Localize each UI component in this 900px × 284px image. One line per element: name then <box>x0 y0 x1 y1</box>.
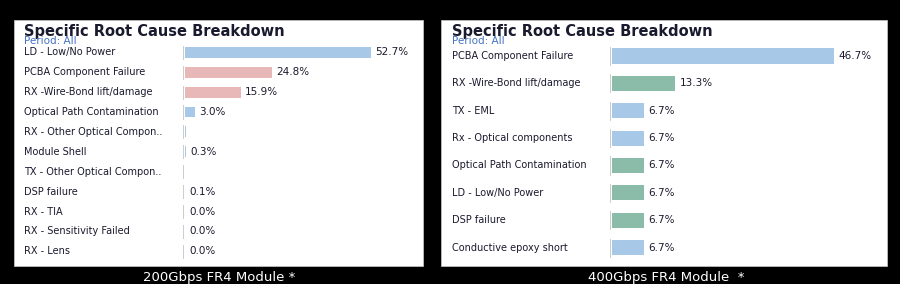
Text: 6.7%: 6.7% <box>648 160 675 170</box>
Text: 13.3%: 13.3% <box>680 78 713 88</box>
Text: 15.9%: 15.9% <box>245 87 278 97</box>
Text: 200Gbps FR4 Module *: 200Gbps FR4 Module * <box>142 271 295 284</box>
Text: Specific Root Cause Breakdown: Specific Root Cause Breakdown <box>452 24 713 39</box>
Text: 0.0%: 0.0% <box>189 226 215 236</box>
Text: Optical Path Contamination: Optical Path Contamination <box>452 160 587 170</box>
Text: RX -Wire-Bond lift/damage: RX -Wire-Bond lift/damage <box>452 78 580 88</box>
Text: RX - Lens: RX - Lens <box>24 246 70 256</box>
Text: 0.0%: 0.0% <box>189 246 215 256</box>
Text: 0.1%: 0.1% <box>189 187 216 197</box>
Text: Conductive epoxy short: Conductive epoxy short <box>452 243 568 252</box>
Text: TX - Other Optical Compon..: TX - Other Optical Compon.. <box>24 167 162 177</box>
Text: RX - Other Optical Compon..: RX - Other Optical Compon.. <box>24 127 163 137</box>
Text: 52.7%: 52.7% <box>375 47 409 57</box>
Text: PCBA Component Failure: PCBA Component Failure <box>452 51 573 61</box>
Text: 3.0%: 3.0% <box>200 107 226 117</box>
Text: Period: All: Period: All <box>24 36 77 46</box>
Text: Module Shell: Module Shell <box>24 147 86 157</box>
Text: DSP failure: DSP failure <box>452 215 506 225</box>
Text: 0.3%: 0.3% <box>190 147 216 157</box>
Text: RX - TIA: RX - TIA <box>24 206 63 216</box>
Text: 46.7%: 46.7% <box>839 51 872 61</box>
Text: Period: All: Period: All <box>452 36 504 46</box>
Text: LD - Low/No Power: LD - Low/No Power <box>24 47 115 57</box>
Text: 6.7%: 6.7% <box>648 106 675 116</box>
Text: PCBA Component Failure: PCBA Component Failure <box>24 67 146 77</box>
Text: DSP failure: DSP failure <box>24 187 78 197</box>
Text: 0.0%: 0.0% <box>189 206 215 216</box>
Text: Specific Root Cause Breakdown: Specific Root Cause Breakdown <box>24 24 285 39</box>
Text: 6.7%: 6.7% <box>648 215 675 225</box>
Text: RX - Sensitivity Failed: RX - Sensitivity Failed <box>24 226 130 236</box>
Text: 24.8%: 24.8% <box>276 67 310 77</box>
Text: LD - Low/No Power: LD - Low/No Power <box>452 188 543 198</box>
Text: Optical Path Contamination: Optical Path Contamination <box>24 107 159 117</box>
Text: 6.7%: 6.7% <box>648 188 675 198</box>
Text: Rx - Optical components: Rx - Optical components <box>452 133 572 143</box>
Text: 400Gbps FR4 Module  *: 400Gbps FR4 Module * <box>588 271 744 284</box>
Text: RX -Wire-Bond lift/damage: RX -Wire-Bond lift/damage <box>24 87 153 97</box>
Text: 6.7%: 6.7% <box>648 243 675 252</box>
Text: 6.7%: 6.7% <box>648 133 675 143</box>
Text: TX - EML: TX - EML <box>452 106 494 116</box>
